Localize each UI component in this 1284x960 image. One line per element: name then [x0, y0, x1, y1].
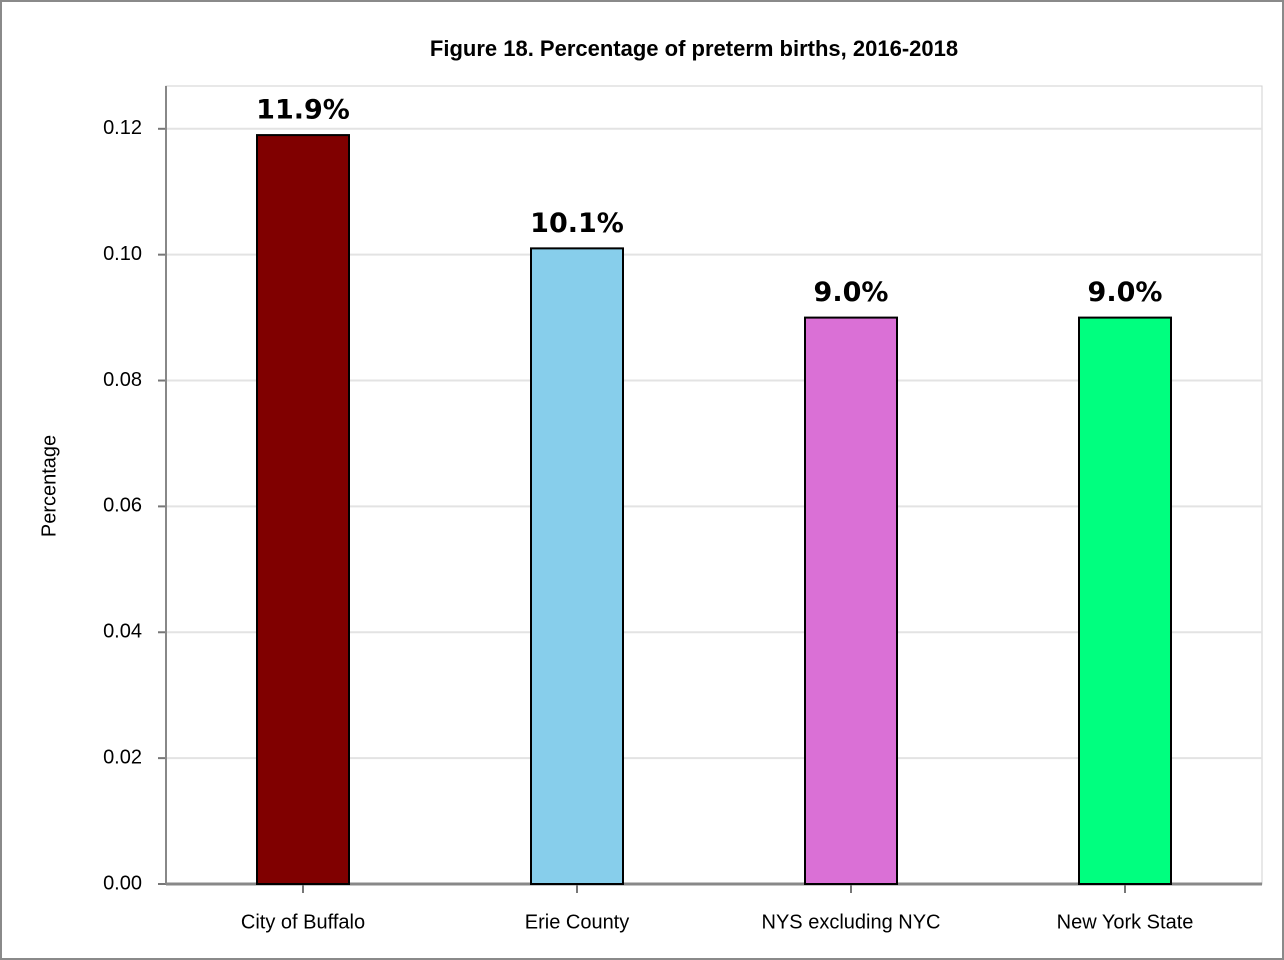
bar	[804, 316, 898, 886]
y-tick-label: 0.12	[103, 117, 142, 139]
x-tick-label: City of Buffalo	[241, 911, 365, 933]
y-axis-label: Percentage	[38, 435, 60, 537]
value-label: 9.0%	[814, 277, 889, 308]
y-tick-label: 0.06	[103, 495, 142, 517]
value-label: 10.1%	[530, 208, 624, 239]
y-tick-label: 0.08	[103, 369, 142, 391]
x-tick-label: New York State	[1057, 911, 1194, 933]
x-tick-label: Erie County	[525, 911, 630, 933]
value-label: 9.0%	[1088, 277, 1163, 308]
value-label: 11.9%	[256, 95, 350, 126]
bar	[1078, 316, 1172, 886]
y-tick-label: 0.04	[103, 621, 142, 643]
y-tick-label: 0.10	[103, 243, 142, 265]
bar	[530, 247, 624, 885]
y-tick-label: 0.00	[103, 872, 142, 894]
chart-title: Figure 18. Percentage of preterm births,…	[430, 36, 958, 61]
x-tick-label: NYS excluding NYC	[762, 911, 941, 933]
bar	[256, 134, 350, 886]
y-tick-label: 0.02	[103, 746, 142, 768]
